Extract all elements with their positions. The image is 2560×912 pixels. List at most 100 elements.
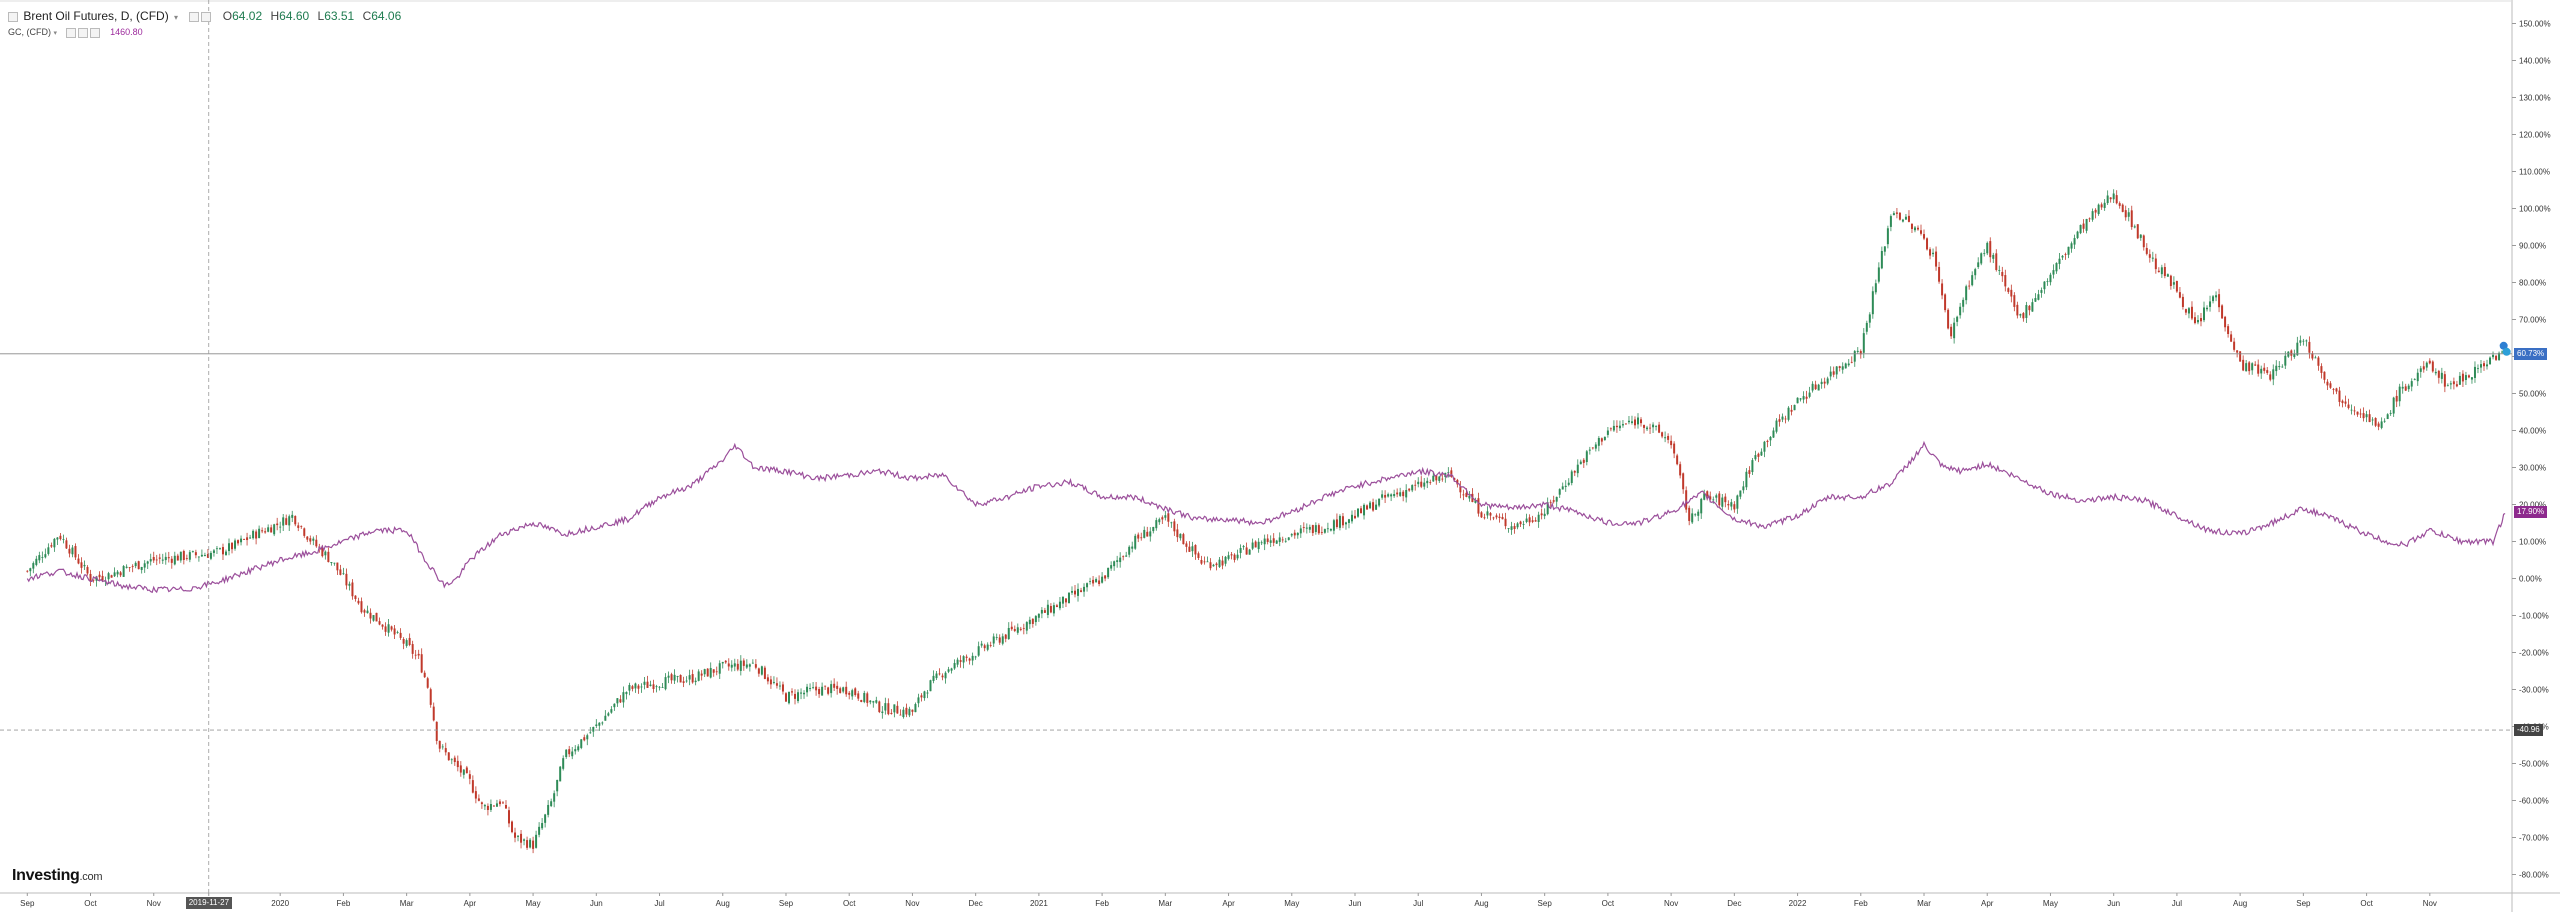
alert-marker-icon[interactable] (2502, 347, 2511, 356)
candle-body (523, 839, 526, 841)
candle-body (1796, 397, 1799, 404)
candle-body (2067, 246, 2070, 255)
candle-body (2495, 355, 2498, 360)
settings-icon[interactable] (77, 27, 88, 38)
candle-body (694, 680, 697, 683)
candle-body (339, 569, 342, 575)
candle-body (2395, 395, 2398, 402)
candle-body (538, 826, 541, 835)
candle-body (1612, 425, 1615, 431)
candle-body (1606, 430, 1609, 435)
candle-body (2124, 210, 2127, 218)
candle-body (2136, 224, 2139, 239)
candle-body (1302, 526, 1305, 528)
close-value: 64.06 (371, 9, 402, 23)
candle-body (1269, 540, 1272, 543)
candle-body (920, 695, 923, 698)
chevron-down-icon[interactable]: ▾ (174, 13, 179, 22)
gc-compare-line (26, 440, 2506, 594)
candle-body (1110, 565, 1113, 569)
candle-body (1040, 609, 1043, 614)
candle-body (529, 839, 532, 848)
candle-body (143, 563, 146, 568)
candle-body (1034, 616, 1037, 623)
candle-body (1387, 494, 1390, 497)
candle-body (1667, 435, 1670, 440)
candle-body (2392, 397, 2395, 414)
candle-body (1995, 253, 1998, 270)
candle-body (1022, 627, 1025, 629)
candle-body (1880, 250, 1883, 269)
candle-body (1712, 499, 1715, 501)
candle-body (372, 615, 375, 621)
candle-body (1871, 291, 1874, 315)
candle-body (1808, 392, 1811, 397)
candle-body (586, 735, 589, 740)
candle-body (622, 692, 625, 703)
candle-body (1621, 424, 1624, 426)
candle-body (1058, 601, 1061, 609)
candle-body (312, 538, 315, 541)
candle-body (2251, 363, 2254, 371)
collapse-toggle-icon[interactable] (8, 11, 18, 22)
candle-body (1357, 508, 1360, 517)
candle-body (1149, 531, 1152, 537)
candle-body (2151, 257, 2154, 259)
candle-body (724, 660, 727, 663)
candle-body (212, 550, 215, 553)
alert-marker-icon[interactable] (2499, 341, 2508, 350)
candle-body (2178, 292, 2181, 298)
candle-body (384, 626, 387, 632)
candle-body (1826, 378, 1829, 384)
candle-body (1838, 366, 1841, 369)
candle-body (649, 684, 652, 687)
candle-body (787, 691, 790, 704)
settings-icon[interactable] (189, 11, 200, 22)
candle-body (333, 562, 336, 564)
candle-body (2046, 281, 2049, 283)
candle-body (2254, 364, 2257, 366)
candle-body (1043, 610, 1046, 613)
x-tick-label: Mar (400, 899, 414, 908)
candle-body (1287, 537, 1290, 540)
chevron-down-icon[interactable]: ▾ (53, 30, 58, 37)
candle-body (1323, 529, 1326, 533)
candle-body (1125, 555, 1128, 557)
candle-body (2004, 275, 2007, 287)
candle-body (107, 573, 110, 580)
symbol-title[interactable]: Brent Oil Futures, D, (CFD) (23, 9, 169, 23)
close-icon[interactable] (89, 27, 100, 38)
candle-body (1224, 556, 1227, 564)
high-value: 64.60 (279, 9, 310, 23)
candle-body (47, 547, 50, 554)
candle-body (1576, 464, 1579, 474)
candle-body (179, 551, 182, 561)
candle-body (1284, 540, 1287, 542)
candle-body (375, 612, 378, 622)
candle-body (1227, 555, 1230, 559)
candle-body (2368, 414, 2371, 423)
candle-body (1146, 531, 1149, 537)
candle-body (610, 709, 613, 713)
ohlc-values: O64.02 H64.60 L63.51 C64.06 (223, 9, 407, 23)
candle-body (535, 834, 538, 848)
candle-body (65, 540, 68, 549)
candle-body (1001, 636, 1004, 644)
candle-body (2160, 267, 2163, 275)
candle-body (941, 675, 944, 678)
candle-body (2389, 412, 2392, 414)
candle-body (116, 571, 119, 575)
candle-body (267, 527, 270, 532)
candle-body (640, 686, 643, 688)
x-tick-label: Dec (969, 899, 983, 908)
candle-body (2501, 351, 2504, 353)
compare-symbol[interactable]: GC, (CFD) (8, 27, 51, 37)
candle-body (38, 555, 41, 561)
candle-body (784, 693, 787, 702)
close-icon[interactable] (201, 11, 212, 22)
eye-icon[interactable] (65, 27, 76, 38)
candle-body (1615, 425, 1618, 428)
candle-body (1784, 418, 1787, 420)
candle-body (962, 656, 965, 663)
